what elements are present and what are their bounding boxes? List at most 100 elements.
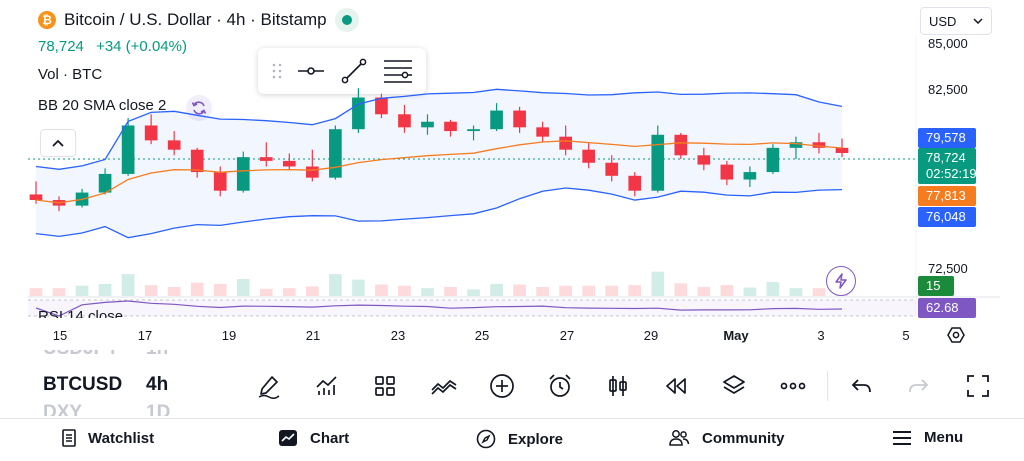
candle-body [375,97,388,115]
candle-body [444,121,457,132]
candle-body [421,121,434,128]
candle-body [559,136,572,150]
candle-body [352,97,365,130]
currency-select[interactable]: USD [920,7,992,35]
symbol-switcher[interactable]: USDJPY BTCUSD DXY 1h 4h 1D [40,350,180,416]
volume-bar [766,282,780,296]
volume-bar [259,288,273,296]
templates-icon[interactable] [426,368,462,404]
volume-bar [536,286,549,296]
fullscreen-icon[interactable] [960,368,996,404]
currency-value: USD [929,13,957,29]
volume-bar [121,274,135,296]
candle-body [190,149,204,173]
rsi-line [35,300,843,317]
symbol-header[interactable]: ₿ Bitcoin / U.S. Dollar · 4h · Bitstamp [38,8,359,32]
alarm-icon[interactable] [542,368,578,404]
watchlist-icon [62,429,76,447]
time-label: 27 [559,328,575,343]
chart-settings-icon[interactable] [946,325,966,350]
price-change: +34 (+0.04%) [96,38,187,55]
nav-watchlist[interactable]: Watchlist [62,429,154,447]
replay-icon[interactable] [658,368,694,404]
nav-explore[interactable]: Explore [476,429,563,449]
candle-body [121,125,135,174]
candle-body [628,175,642,191]
current-symbol[interactable]: BTCUSD [43,374,123,395]
drag-handle-icon[interactable] [272,63,282,79]
rsi-tag: 62.68 [918,298,976,318]
chevron-down-icon [973,18,983,24]
layers-icon[interactable] [716,368,752,404]
fib-lines-icon[interactable] [383,58,413,84]
volume-bar [582,285,596,296]
nav-chart-label: Chart [310,429,350,447]
volume-bar [52,288,66,296]
redo-icon[interactable] [901,368,937,404]
market-status-icon[interactable] [334,8,359,32]
candle-body [743,172,757,180]
volume-tag: 15 [918,276,954,296]
trend-line-icon[interactable] [340,57,368,85]
volume-bar [421,288,434,296]
volume-bar [190,282,204,296]
candle-body [513,110,526,128]
candle-body [582,149,596,163]
bb-lower-tag: 76,048 [918,207,976,227]
symbol-title[interactable]: Bitcoin / U.S. Dollar · 4h · Bitstamp [64,10,327,29]
pencil-icon[interactable] [251,368,287,404]
candle-body [213,172,227,191]
volume-bar [720,285,734,296]
lightning-alert-icon[interactable] [826,266,856,296]
candle-body [536,127,549,137]
next-timeframe[interactable]: 1D [146,402,171,416]
volume-bar [789,288,803,296]
grid-icon[interactable] [367,368,403,404]
nav-explore-label: Explore [508,430,564,448]
bollinger-legend[interactable]: BB 20 SMA close 2 [38,97,167,114]
candle-body [259,157,273,161]
volume-bar [513,284,526,296]
candle-body [651,134,665,191]
time-label: 21 [305,328,321,343]
axis-price-72500: 72,500 [928,261,968,276]
candles-icon[interactable] [600,368,636,404]
nav-chart[interactable]: Chart [278,429,349,447]
bb-basis-tag: 77,813 [918,186,976,206]
time-label: 5 [902,328,910,343]
bar-countdown: 02:52:19 [926,166,977,181]
prev-symbol[interactable]: USDJPY [43,350,119,360]
bb-basis-line [35,140,843,204]
chevron-up-icon [52,139,64,147]
collapse-legend-button[interactable] [40,129,76,157]
volume-bar [743,287,757,296]
indicators-icon[interactable] [309,368,345,404]
more-icon[interactable] [775,368,811,404]
volume-bar [282,288,296,296]
volume-bar [697,286,711,296]
bb-upper-tag: 79,578 [918,128,976,148]
candle-body [167,140,181,150]
hamburger-icon [893,430,911,445]
volume-bar [352,279,365,296]
nav-community-label: Community [702,429,785,447]
rsi-legend[interactable]: RSI 14 close [38,308,124,318]
candle-body [398,114,411,128]
bb-fill [36,89,842,238]
next-symbol[interactable]: DXY [43,402,83,416]
candle-body [697,155,711,165]
prev-timeframe[interactable]: 1h [146,350,168,360]
nav-community[interactable]: Community [668,429,785,447]
last-price: 78,724 [38,38,84,55]
current-timeframe[interactable]: 4h [146,374,169,395]
plus-icon[interactable] [484,368,520,404]
nav-menu[interactable]: Menu [892,429,963,446]
candle-body [329,129,342,178]
volume-bar [628,285,642,296]
volume-legend[interactable]: Vol · BTC [38,66,103,83]
volume-bar [144,285,158,296]
undo-icon[interactable] [843,368,879,404]
horizontal-ray-icon[interactable] [297,65,325,77]
bb-lower-line [35,187,843,239]
